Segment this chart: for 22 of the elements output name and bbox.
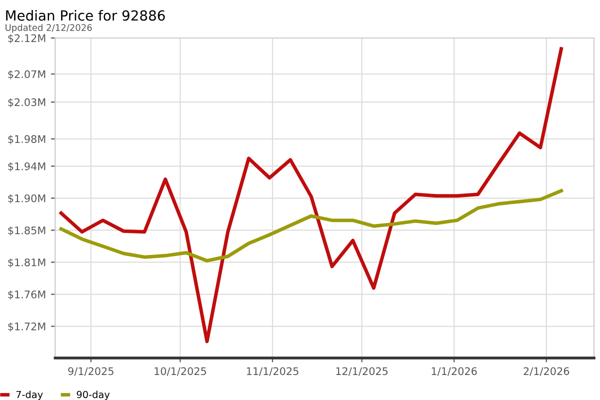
x-tick-label: 10/1/2025	[154, 367, 206, 376]
y-tick-label: $2.07M	[8, 70, 46, 80]
legend-label: 7-day	[16, 390, 43, 400]
y-tick-label: $2.03M	[8, 98, 46, 108]
legend-label: 90-day	[76, 390, 110, 400]
x-tick-label: 11/1/2025	[246, 367, 298, 376]
y-tick-label: $2.12M	[8, 34, 46, 44]
y-tick-label: $1.98M	[8, 134, 46, 144]
line-series	[59, 189, 563, 262]
x-tick-label: 1/1/2026	[432, 367, 477, 376]
x-tick-label: 12/1/2025	[336, 367, 388, 376]
y-tick-label: $1.94M	[8, 162, 46, 172]
x-tick-label: 2/1/2026	[524, 367, 570, 376]
chart-subtitle: Updated 2/12/2026	[6, 24, 92, 33]
line-series	[59, 47, 563, 344]
chart-title: Median Price for 92886	[6, 10, 165, 21]
y-tick-label: $1.72M	[8, 322, 46, 332]
y-tick-label: $1.90M	[8, 194, 46, 204]
x-tick-label: 9/1/2025	[68, 367, 114, 376]
y-tick-label: $1.81M	[8, 258, 46, 268]
y-tick-label: $1.85M	[8, 226, 46, 236]
y-tick-label: $1.76M	[8, 290, 46, 300]
